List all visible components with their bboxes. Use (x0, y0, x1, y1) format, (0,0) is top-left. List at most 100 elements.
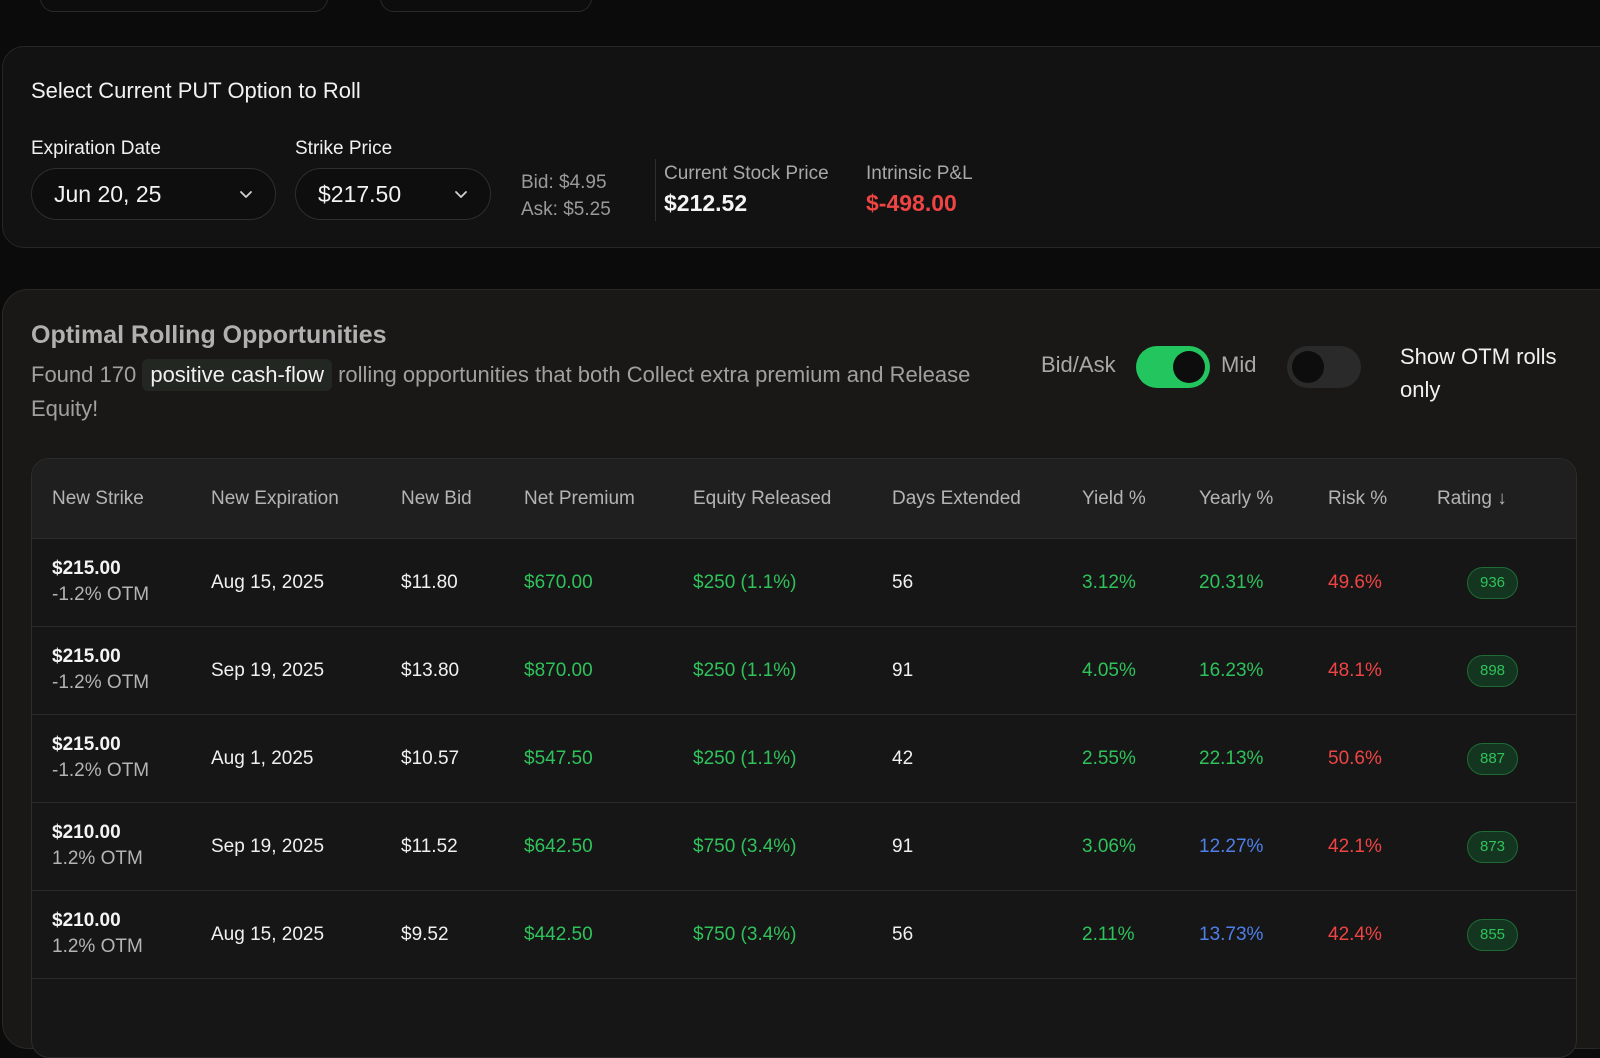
desc-suffix: rolling opportunities that both Collect … (31, 362, 971, 421)
toggle-knob (1292, 351, 1324, 383)
header-days-extended[interactable]: Days Extended (892, 488, 1021, 509)
top-control-left[interactable] (40, 0, 328, 12)
top-control-right[interactable] (380, 0, 592, 12)
cell-yield: 2.11% (1082, 924, 1135, 945)
rolling-opportunities-card: Optimal Rolling Opportunities Found 170 … (2, 289, 1600, 1058)
table-header: New Strike New Expiration New Bid Net Pr… (32, 459, 1576, 539)
cell-risk: 42.1% (1328, 836, 1382, 857)
table-row[interactable]: $215.00 -1.2% OTM Aug 15, 2025 $11.80 $670.0… (32, 539, 1576, 627)
cell-yearly: 13.73% (1199, 924, 1264, 945)
header-risk[interactable]: Risk % (1328, 488, 1388, 509)
cell-days-extended: 91 (892, 836, 914, 857)
current-put-title: Select Current PUT Option to Roll (31, 78, 361, 103)
cell-equity-released: $750 (3.4%) (693, 836, 797, 857)
cell-yield: 3.06% (1082, 836, 1136, 857)
cell-yield: 2.55% (1082, 748, 1136, 769)
cell-strike: $210.00 (52, 910, 121, 931)
table-row[interactable]: $215.00 -1.2% OTM Sep 19, 2025 $13.80 $870.0… (32, 627, 1576, 715)
expiration-date-select[interactable]: Jun 20, 25 (31, 168, 276, 220)
cell-days-extended: 91 (892, 660, 914, 681)
bid-ask-quote: Bid: $4.95 Ask: $5.25 (521, 169, 611, 223)
cell-expiration: Aug 1, 2025 (211, 748, 314, 769)
strike-price-label: Strike Price (295, 138, 393, 159)
cell-expiration: Aug 15, 2025 (211, 572, 325, 593)
cell-days-extended: 56 (892, 572, 914, 593)
show-otm-toggle[interactable] (1287, 346, 1361, 388)
cell-net-premium: $442.50 (524, 924, 593, 945)
header-rating[interactable]: Rating ↓ (1437, 488, 1507, 509)
pnl-value: $-498.00 (866, 190, 957, 216)
strike-price-select[interactable]: $217.50 (295, 168, 491, 220)
cell-yearly: 16.23% (1199, 660, 1264, 681)
cell-otm: 1.2% OTM (52, 936, 143, 957)
mid-label: Mid (1221, 352, 1257, 377)
bid-quote: Bid: $4.95 (521, 172, 607, 193)
table-row[interactable]: $215.00 -1.2% OTM Aug 1, 2025 $10.57 $547.50… (32, 715, 1576, 803)
cell-strike: $215.00 (52, 558, 121, 579)
expiration-date-value: Jun 20, 25 (54, 180, 162, 207)
cell-strike: $215.00 (52, 734, 121, 755)
cell-yearly: 12.27% (1199, 836, 1264, 857)
header-new-expiration[interactable]: New Expiration (211, 488, 339, 509)
table-row[interactable]: $210.00 1.2% OTM Aug 15, 2025 $9.52 $442.50 $… (32, 891, 1576, 979)
cell-risk: 50.6% (1328, 748, 1382, 769)
cell-new-bid: $11.52 (401, 836, 458, 857)
cell-new-bid: $11.80 (401, 572, 458, 593)
cell-risk: 48.1% (1328, 660, 1382, 681)
chevron-down-icon (240, 191, 252, 198)
table-row[interactable]: $210.00 1.2% OTM Sep 19, 2025 $11.52 $642.50… (32, 803, 1576, 891)
cell-net-premium: $547.50 (524, 748, 593, 769)
cell-yearly: 20.31% (1199, 572, 1264, 593)
toggle-knob (1173, 351, 1205, 383)
ask-quote: Ask: $5.25 (521, 199, 611, 220)
cell-expiration: Sep 19, 2025 (211, 660, 325, 681)
show-otm-label: Show OTM rolls only (1400, 344, 1557, 402)
rating-badge: 887 (1467, 743, 1519, 775)
expiration-date-label: Expiration Date (31, 138, 161, 159)
chevron-down-icon (455, 191, 467, 198)
cell-strike: $210.00 (52, 822, 121, 843)
stock-price-value: $212.52 (664, 190, 748, 216)
bid-ask-label: Bid/Ask (1041, 352, 1116, 377)
rating-badge: 855 (1467, 919, 1519, 951)
cell-equity-released: $750 (3.4%) (693, 924, 797, 945)
cell-days-extended: 42 (892, 748, 914, 769)
cell-yield: 3.12% (1082, 572, 1136, 593)
header-yearly[interactable]: Yearly % (1199, 488, 1274, 509)
cell-expiration: Sep 19, 2025 (211, 836, 325, 857)
rating-badge: 873 (1467, 831, 1519, 863)
price-mode-toggle[interactable] (1136, 346, 1210, 388)
cell-otm: -1.2% OTM (52, 760, 150, 781)
cell-risk: 42.4% (1328, 924, 1382, 945)
opportunities-description: Found 170 positive cash-flow rolling opp… (31, 358, 1031, 426)
cell-risk: 49.6% (1328, 572, 1382, 593)
cell-otm: 1.2% OTM (52, 848, 143, 869)
opportunities-table: New Strike New Expiration New Bid Net Pr… (31, 458, 1577, 1058)
cell-net-premium: $870.00 (524, 660, 593, 681)
cell-equity-released: $250 (1.1%) (693, 572, 797, 593)
current-put-card: Select Current PUT Option to Roll Expira… (2, 46, 1600, 248)
table-body: $215.00 -1.2% OTM Aug 15, 2025 $11.80 $670.0… (32, 539, 1576, 979)
cell-equity-released: $250 (1.1%) (693, 748, 797, 769)
divider (655, 159, 656, 221)
header-equity-released[interactable]: Equity Released (693, 488, 832, 509)
cell-strike: $215.00 (52, 646, 121, 667)
cell-otm: -1.2% OTM (52, 584, 150, 605)
header-yield[interactable]: Yield % (1082, 488, 1146, 509)
positive-cash-flow-highlight: positive cash-flow (142, 359, 332, 391)
cell-expiration: Aug 15, 2025 (211, 924, 325, 945)
header-new-bid[interactable]: New Bid (401, 488, 472, 509)
cell-net-premium: $642.50 (524, 836, 593, 857)
cell-days-extended: 56 (892, 924, 914, 945)
cell-yearly: 22.13% (1199, 748, 1264, 769)
stock-price-label: Current Stock Price (664, 163, 829, 184)
pnl-label: Intrinsic P&L (866, 163, 973, 184)
cell-equity-released: $250 (1.1%) (693, 660, 797, 681)
cell-otm: -1.2% OTM (52, 672, 150, 693)
opportunities-title: Optimal Rolling Opportunities (31, 321, 387, 349)
cell-yield: 4.05% (1082, 660, 1136, 681)
header-net-premium[interactable]: Net Premium (524, 488, 635, 509)
cell-new-bid: $10.57 (401, 748, 460, 769)
header-new-strike[interactable]: New Strike (52, 488, 144, 509)
cell-new-bid: $9.52 (401, 924, 449, 945)
